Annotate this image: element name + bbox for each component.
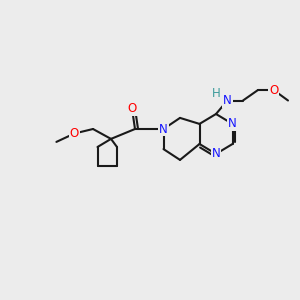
Text: N: N [228, 117, 237, 130]
Text: H: H [212, 87, 220, 101]
Text: N: N [212, 147, 220, 161]
Text: O: O [128, 102, 136, 115]
Text: N: N [159, 122, 168, 136]
Text: O: O [269, 83, 278, 97]
Text: O: O [70, 127, 79, 140]
Text: N: N [223, 94, 232, 107]
